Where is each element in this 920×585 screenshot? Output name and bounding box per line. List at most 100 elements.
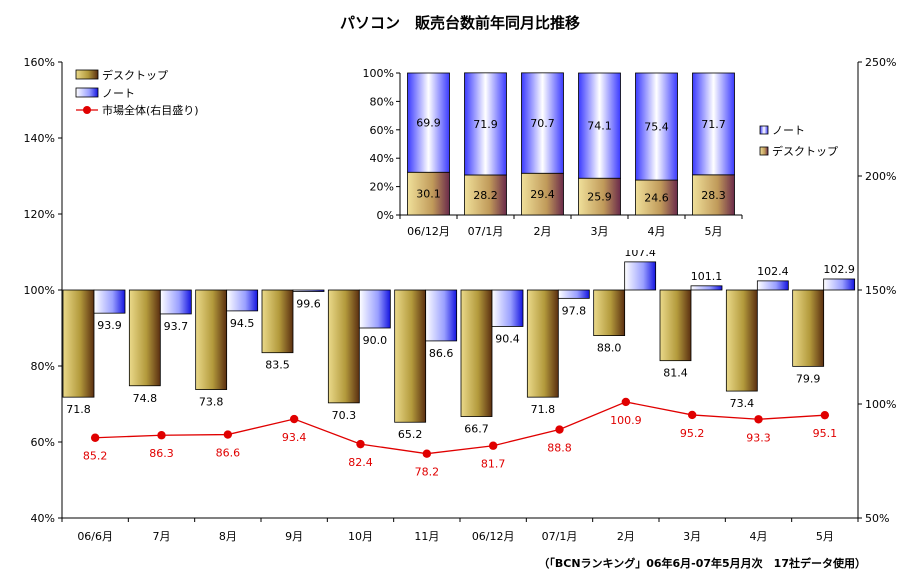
market-point <box>356 439 365 449</box>
label-note: 102.9 <box>823 263 855 276</box>
source-note: （「BCNランキング」06年6月-07年5月月次 17社データ使用） <box>538 556 866 570</box>
inset-label-desktop: 24.6 <box>644 192 669 205</box>
inset-label-note: 71.9 <box>473 118 498 131</box>
label-note: 93.7 <box>164 320 189 333</box>
label-note: 101.1 <box>691 270 723 283</box>
bar-desktop <box>792 289 825 367</box>
market-point <box>687 410 697 420</box>
label-desktop: 71.8 <box>531 403 556 416</box>
label-market: 95.1 <box>813 427 838 440</box>
inset-bar-desktop <box>407 171 450 216</box>
inset-x-tick-label: 4月 <box>648 225 666 238</box>
legend-label-desktop: デスクトップ <box>102 68 168 82</box>
y-left-tick-label: 60% <box>31 436 55 449</box>
label-market: 93.3 <box>746 431 771 444</box>
label-market: 78.2 <box>415 466 440 479</box>
bar-note <box>756 280 789 291</box>
market-point <box>223 430 233 439</box>
inset-bar-note <box>521 72 564 174</box>
x-tick-label: 7月 <box>153 530 171 543</box>
label-desktop: 70.3 <box>332 409 357 422</box>
bar-desktop <box>62 289 95 398</box>
inset-legend-swatch-note <box>759 125 769 135</box>
bar-note <box>690 285 723 291</box>
bar-desktop <box>327 289 360 404</box>
bar-note <box>226 289 259 312</box>
x-tick-label: 4月 <box>750 530 768 543</box>
x-tick-label: 2月 <box>617 530 635 543</box>
x-tick-label: 07/1月 <box>542 530 578 543</box>
y-right-tick-label: 150% <box>865 284 896 297</box>
inset-legend: ノート デスクトップ <box>759 124 838 158</box>
main-legend: デスクトップ ノート 市場全体(右目盛り) <box>75 68 199 117</box>
market-line-path <box>95 401 825 455</box>
label-market: 86.3 <box>149 447 174 460</box>
bar-note <box>425 289 458 342</box>
label-desktop: 73.4 <box>730 397 755 410</box>
x-tick-label: 06/12月 <box>472 530 515 543</box>
inset-legend-swatch-desktop <box>759 146 769 156</box>
inset-legend-label-desktop: デスクトップ <box>772 144 838 158</box>
legend-swatch-desktop <box>75 69 99 80</box>
inset-bar-desktop <box>692 174 735 216</box>
y-left-tick-label: 160% <box>24 56 55 69</box>
bar-note <box>93 289 126 314</box>
main-axes: 160% 140% 120% 100% 80% 60% 40% 250% 200% 150% 100… <box>24 56 897 543</box>
inset-x-tick-label: 06/12月 <box>407 225 450 238</box>
market-point <box>488 441 498 450</box>
y-left-tick-label: 100% <box>24 284 55 297</box>
bar-desktop <box>725 289 758 392</box>
bar-note <box>292 289 325 292</box>
bar-desktop <box>261 289 294 354</box>
label-market: 85.2 <box>83 450 108 463</box>
inset-data-labels: 30.1 69.9 28.2 71.9 29.4 70.7 25.9 74.1 24.6 75.4… <box>416 117 726 205</box>
y-right-tick-label: 250% <box>865 56 896 69</box>
label-desktop: 74.8 <box>133 392 158 405</box>
bar-desktop <box>526 289 559 398</box>
market-point <box>157 431 166 440</box>
bar-desktop <box>195 289 228 390</box>
label-desktop: 81.4 <box>663 367 688 380</box>
inset-label-note: 69.9 <box>416 117 441 130</box>
label-desktop: 83.5 <box>265 359 290 372</box>
inset-legend-label-note: ノート <box>772 124 805 137</box>
label-note: 102.4 <box>757 265 789 278</box>
inset-y-tick-label: 20% <box>370 181 394 194</box>
label-note: 97.8 <box>562 304 587 317</box>
x-tick-label: 06/6月 <box>77 530 113 543</box>
market-point <box>422 449 432 458</box>
label-market: 88.8 <box>547 442 572 455</box>
label-market: 82.4 <box>348 456 373 469</box>
bar-desktop <box>460 289 493 417</box>
legend-swatch-note <box>75 87 99 98</box>
label-desktop: 88.0 <box>597 342 622 355</box>
legend-label-market: 市場全体(右目盛り) <box>102 103 199 117</box>
bar-desktop <box>394 289 427 423</box>
x-tick-label: 5月 <box>816 530 834 543</box>
inset-label-desktop: 29.4 <box>530 188 555 201</box>
inset-label-desktop: 25.9 <box>587 191 612 204</box>
label-note: 94.5 <box>230 317 255 330</box>
y-left-tick-label: 40% <box>31 512 55 525</box>
inset-bar-note <box>578 72 621 179</box>
inset-bar-desktop <box>521 172 564 216</box>
bar-note <box>624 261 657 291</box>
bar-note <box>823 278 856 291</box>
y-left-tick-label: 80% <box>31 360 55 373</box>
label-market: 95.2 <box>680 427 705 440</box>
label-desktop: 79.9 <box>796 372 821 385</box>
label-note: 90.4 <box>495 332 520 345</box>
inset-y-tick-label: 0% <box>377 209 394 222</box>
label-note: 93.9 <box>97 319 122 332</box>
inset-bar-desktop <box>464 174 507 216</box>
inset-x-tick-label: 07/1月 <box>468 225 504 238</box>
inset-label-note: 74.1 <box>587 120 612 133</box>
market-point <box>820 410 830 420</box>
x-tick-label: 9月 <box>285 530 303 543</box>
inset-bar-note <box>407 72 450 173</box>
bar-note <box>358 289 391 329</box>
inset-y-tick-label: 100% <box>363 67 394 80</box>
label-desktop: 65.2 <box>398 428 423 441</box>
bar-desktop <box>659 289 692 362</box>
